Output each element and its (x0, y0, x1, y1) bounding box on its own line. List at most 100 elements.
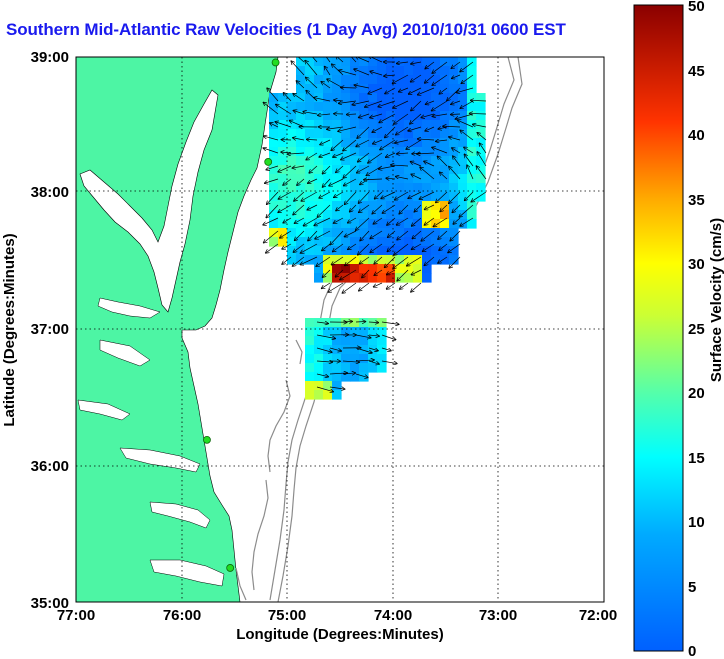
velocity-cell (350, 75, 360, 85)
velocity-cell (449, 165, 459, 175)
velocity-cell (278, 93, 288, 103)
velocity-arrow (316, 361, 332, 362)
velocity-arrow (266, 165, 279, 170)
velocity-arrow (322, 269, 331, 277)
velocity-cell (314, 66, 324, 76)
velocity-arrow (307, 139, 318, 140)
velocity-cell (476, 120, 486, 130)
velocity-arrow (341, 87, 357, 88)
velocity-arrow (386, 178, 396, 179)
velocity-arrow (440, 172, 448, 180)
velocity-cell (413, 111, 423, 121)
velocity-cell (305, 75, 315, 85)
velocity-arrow (397, 153, 409, 154)
velocity-arrow (448, 243, 461, 253)
velocity-cell (314, 381, 324, 391)
velocity-arrow (457, 120, 474, 128)
velocity-cell (368, 120, 378, 130)
velocity-cell (413, 192, 423, 202)
velocity-cell (386, 192, 396, 202)
velocity-arrow (325, 57, 331, 63)
velocity-cell (305, 336, 315, 346)
velocity-cell (350, 228, 360, 238)
velocity-cell (314, 111, 324, 121)
velocity-cell (323, 255, 333, 265)
velocity-cell (404, 174, 414, 184)
velocity-arrow (292, 256, 305, 266)
velocity-vectors (263, 57, 487, 392)
velocity-cell (458, 111, 468, 121)
velocity-cell (395, 84, 405, 94)
velocity-cell (458, 57, 468, 67)
velocity-cell (305, 120, 315, 130)
velocity-cell (431, 201, 441, 211)
velocity-arrow (275, 122, 292, 128)
velocity-cell (287, 219, 297, 229)
velocity-arrow (386, 282, 396, 289)
velocity-cell (287, 165, 297, 175)
velocity-cell (377, 138, 387, 148)
velocity-cell (395, 147, 405, 157)
velocity-cell (413, 174, 423, 184)
velocity-cell (332, 183, 342, 193)
velocity-cell (278, 147, 288, 157)
velocity-cell (287, 210, 297, 220)
velocity-arrow (355, 360, 374, 361)
velocity-cell (305, 93, 315, 103)
velocity-cell (431, 156, 441, 166)
velocity-cell (440, 111, 450, 121)
velocity-arrow (316, 373, 328, 377)
velocity-arrow (422, 243, 435, 251)
velocity-arrow (359, 256, 370, 264)
velocity-cell (431, 120, 441, 130)
x-tick-label: 75:00 (268, 607, 306, 624)
velocity-cell (287, 174, 297, 184)
velocity-cell (341, 264, 351, 274)
velocity-cell (413, 228, 423, 238)
velocity-arrow (265, 178, 279, 183)
velocity-cell (431, 129, 441, 139)
velocity-arrow (387, 243, 396, 251)
velocity-cell (377, 264, 387, 274)
velocity-cell (368, 192, 378, 202)
velocity-cell (386, 246, 396, 256)
velocity-arrow (316, 256, 331, 266)
velocity-cell (296, 147, 306, 157)
velocity-cell (467, 147, 477, 157)
velocity-arrow (425, 100, 435, 104)
velocity-cell (404, 66, 414, 76)
velocity-arrow (300, 243, 318, 253)
velocity-arrow (439, 87, 448, 94)
velocity-arrow (319, 191, 331, 198)
velocity-arrow (395, 191, 409, 200)
velocity-cell (287, 138, 297, 148)
velocity-cell (332, 66, 342, 76)
velocity-cell (341, 66, 351, 76)
velocity-arrow (293, 94, 305, 102)
radar-station-marker (203, 435, 211, 444)
velocity-cell (404, 183, 414, 193)
velocity-arrow (410, 162, 422, 167)
velocity-cell (449, 93, 459, 103)
velocity-cell (476, 93, 486, 103)
velocity-cell (440, 129, 450, 139)
velocity-cell (377, 66, 387, 76)
velocity-cell (413, 165, 423, 175)
velocity-cell (413, 75, 423, 85)
velocity-cell (323, 165, 333, 175)
velocity-cell (332, 138, 342, 148)
velocity-cell (332, 174, 342, 184)
velocity-cell (332, 219, 342, 229)
velocity-arrow (477, 133, 487, 141)
velocity-cell (476, 138, 486, 148)
velocity-cell (323, 390, 333, 400)
velocity-arrow (368, 87, 383, 94)
velocity-arrow (419, 191, 435, 199)
velocity-cell (368, 273, 378, 283)
velocity-cell (314, 255, 324, 265)
velocity-arrow (465, 191, 474, 200)
velocity-cell (296, 237, 306, 247)
velocity-arrow (432, 113, 448, 116)
velocity-cell (296, 66, 306, 76)
velocity-arrow (432, 147, 448, 154)
